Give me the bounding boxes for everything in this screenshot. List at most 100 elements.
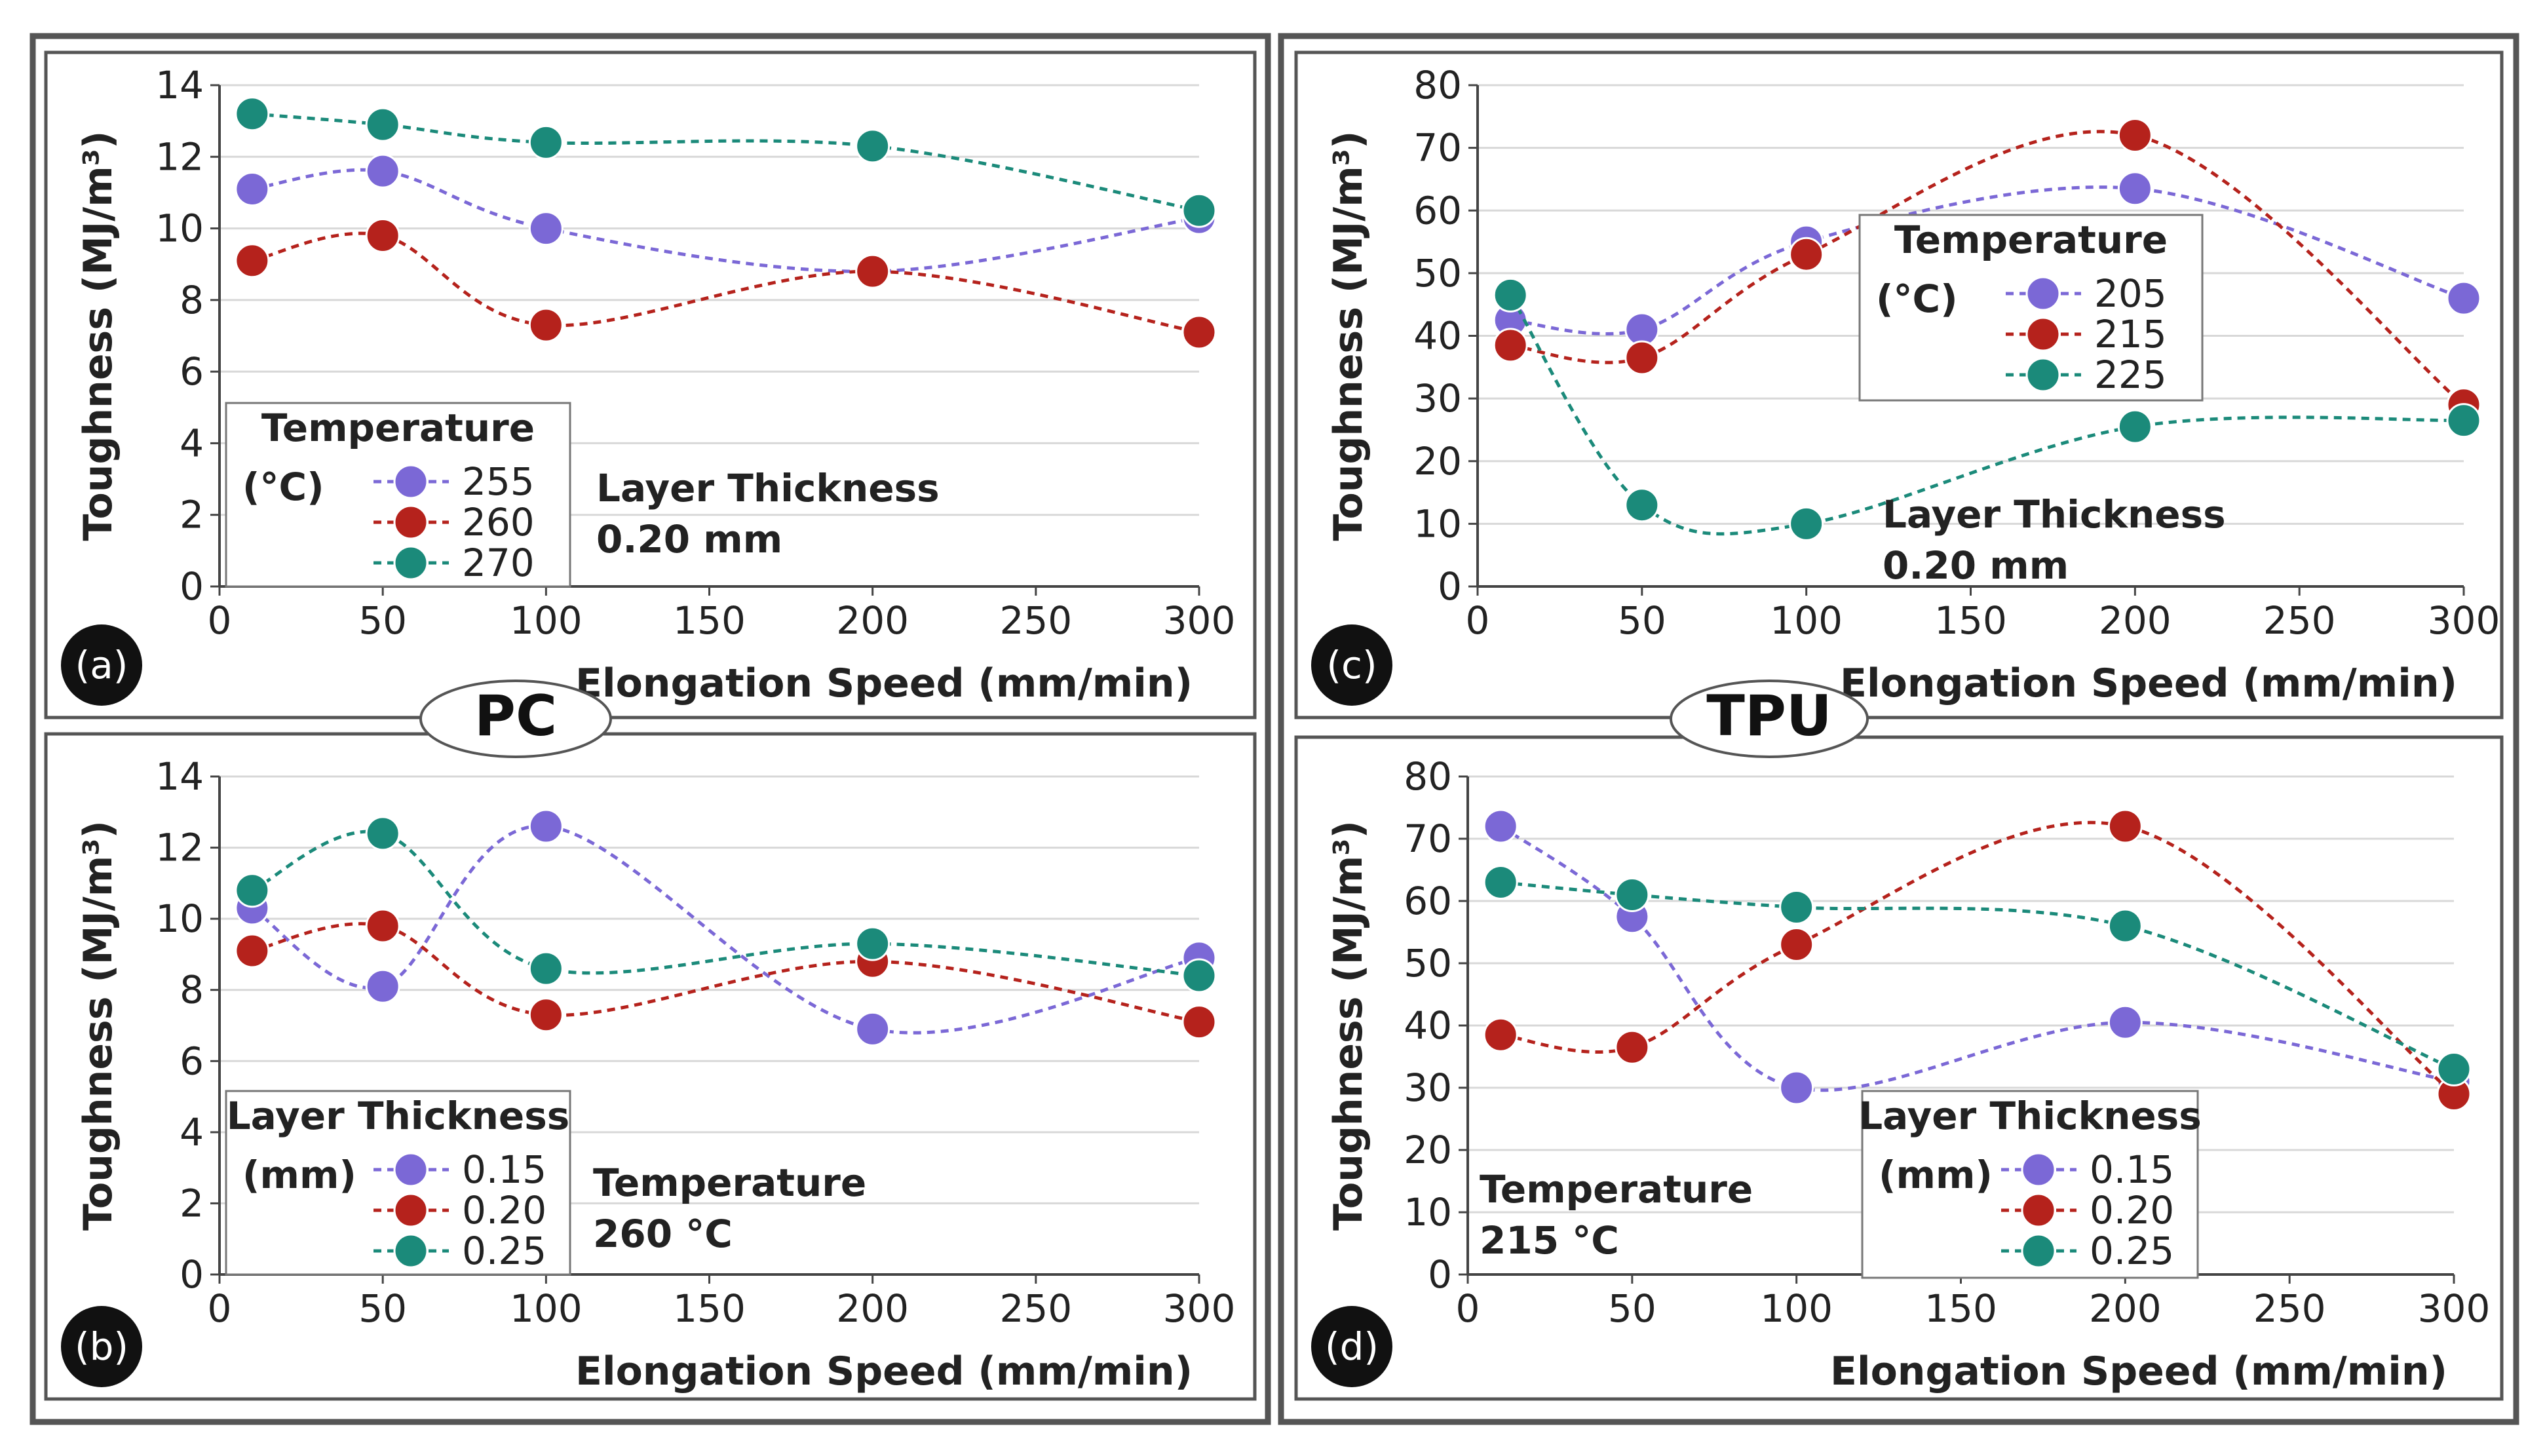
y-tick-label: 14 — [155, 63, 204, 107]
tpu-group-frame — [1278, 33, 2519, 1425]
legend-entry-0.25: 0.25 — [2090, 1229, 2174, 1273]
data-point-215-10 — [1493, 328, 1528, 363]
data-point-270-200 — [855, 128, 890, 164]
y-tick-label: 80 — [1404, 754, 1452, 799]
legend-title-unit: (mm) — [1879, 1153, 1993, 1197]
annotation-line2: 260 °C — [593, 1212, 733, 1256]
data-point-205-200 — [2117, 171, 2153, 206]
x-tick-label: 100 — [1770, 598, 1843, 643]
annotation: Temperature 260 °C — [593, 1160, 866, 1256]
x-tick-label: 250 — [2253, 1286, 2326, 1331]
y-axis-title: Toughness (MJ/m³) — [75, 131, 121, 541]
y-tick-label: 6 — [180, 349, 204, 394]
legend-entry-0.20: 0.20 — [2090, 1188, 2174, 1233]
legend-title-unit: (mm) — [242, 1153, 356, 1197]
y-tick-label: 10 — [155, 206, 204, 251]
x-tick-label: 0 — [208, 598, 232, 643]
y-axis-title: Toughness (MJ/m³) — [1326, 820, 1371, 1231]
legend: Layer Thickness (mm) 0.150.200.25 — [225, 1090, 571, 1276]
x-tick-label: 300 — [2418, 1286, 2491, 1331]
legend-title: Temperature — [1894, 218, 2168, 262]
data-point-0.20-10 — [235, 933, 270, 968]
data-point-0.25-50 — [365, 816, 400, 851]
panel-label-badge — [1311, 1306, 1392, 1387]
x-tick-label: 0 — [1456, 1286, 1480, 1331]
legend-entry-225: 225 — [2094, 353, 2167, 397]
panel-label: (a) — [61, 624, 142, 706]
x-tick-label: 50 — [358, 598, 407, 643]
y-tick-label: 30 — [1404, 1065, 1452, 1110]
x-tick-label: 250 — [2263, 598, 2336, 643]
legend-entry-270: 270 — [462, 541, 535, 585]
legend-title-unit: (°C) — [1876, 277, 1958, 321]
y-tick-label: 10 — [1404, 1190, 1452, 1235]
data-point-225-10 — [1493, 277, 1528, 313]
data-point-270-300 — [1181, 193, 1217, 228]
panel-frame — [44, 732, 1257, 1401]
legend: Layer Thickness (mm) 0.150.200.25 — [1858, 1090, 2202, 1279]
data-point-0.15-100 — [1779, 1070, 1814, 1105]
y-tick-label: 8 — [180, 278, 204, 322]
legend-entry-0.15: 0.15 — [462, 1147, 546, 1192]
legend-swatch-marker — [393, 545, 429, 581]
x-tick-label: 200 — [836, 598, 909, 643]
chart-panel-c: 0 10 20 30 40 50 60 70 80 0 50 100 150 200 250 300 Elong… — [1294, 50, 2504, 719]
y-tick-label: 30 — [1413, 376, 1462, 421]
x-axis-title: Elongation Speed (mm/min) — [575, 661, 1193, 706]
legend-entry-215: 215 — [2094, 312, 2167, 356]
legend-swatch-marker — [393, 1193, 429, 1228]
legend-swatch-marker — [393, 505, 429, 540]
data-point-0.20-50 — [1615, 1029, 1650, 1065]
x-tick-label: 50 — [1608, 1286, 1656, 1331]
y-tick-label: 2 — [180, 1181, 204, 1225]
annotation-line1: Layer Thickness — [1883, 492, 2226, 537]
y-tick-label: 70 — [1404, 816, 1452, 861]
panel-label-text: (a) — [75, 643, 128, 687]
data-point-0.15-10 — [1483, 809, 1518, 844]
legend-swatch-marker — [2021, 1233, 2056, 1269]
panel-label: (d) — [1311, 1306, 1392, 1387]
y-tick-label: 10 — [155, 896, 204, 941]
y-tick-label: 4 — [180, 1110, 204, 1155]
data-point-225-200 — [2117, 409, 2153, 444]
annotation-line1: Layer Thickness — [596, 466, 940, 510]
data-point-260-50 — [365, 218, 400, 253]
y-tick-label: 12 — [155, 826, 204, 870]
y-tick-label: 50 — [1404, 941, 1452, 986]
series-line-270 — [252, 112, 1200, 212]
x-tick-label: 300 — [1163, 1286, 1236, 1331]
panel-label-badge — [61, 624, 142, 706]
legend-entry-0.20: 0.20 — [462, 1188, 546, 1233]
data-point-255-100 — [528, 211, 564, 246]
data-point-0.20-100 — [1779, 927, 1814, 962]
chart-panel-a: 0 2 4 6 8 10 12 14 0 50 100 150 200 250 300 Elongation … — [44, 50, 1257, 719]
y-tick-label: 14 — [155, 754, 204, 799]
legend-entry-205: 205 — [2094, 271, 2167, 316]
pc-group-frame — [29, 33, 1271, 1425]
x-tick-label: 0 — [208, 1286, 232, 1331]
x-tick-label: 200 — [2099, 598, 2172, 643]
x-axis-title: Elongation Speed (mm/min) — [575, 1349, 1193, 1394]
data-point-0.15-200 — [2107, 1005, 2143, 1040]
panel-label-badge — [1311, 624, 1392, 706]
panel-label: (c) — [1311, 624, 1392, 706]
data-point-0.25-200 — [855, 926, 890, 961]
data-point-215-200 — [2117, 118, 2153, 153]
data-point-0.20-200 — [2107, 809, 2143, 844]
y-tick-label: 60 — [1404, 879, 1452, 923]
legend-swatch-marker — [393, 464, 429, 499]
annotation: Temperature 215 °C — [1480, 1167, 1753, 1263]
y-tick-label: 20 — [1404, 1128, 1452, 1172]
data-point-225-50 — [1624, 488, 1660, 523]
data-point-270-10 — [235, 96, 270, 132]
legend-swatch-marker — [2021, 1152, 2056, 1187]
data-point-260-100 — [528, 307, 564, 343]
x-tick-label: 150 — [673, 1286, 746, 1331]
data-point-0.15-50 — [365, 968, 400, 1004]
x-tick-label: 50 — [358, 1286, 407, 1331]
x-tick-label: 150 — [1924, 1286, 1997, 1331]
y-tick-label: 60 — [1413, 188, 1462, 233]
